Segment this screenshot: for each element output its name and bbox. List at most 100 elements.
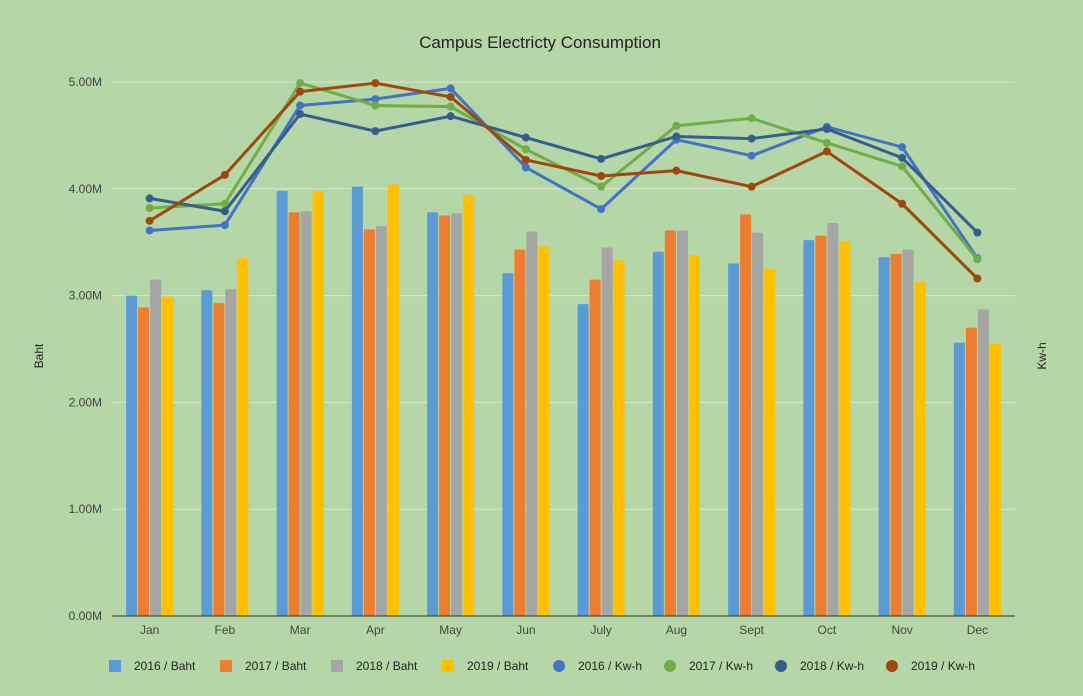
- y-tick-label: 0.00M: [69, 609, 102, 623]
- line-point: [446, 112, 455, 121]
- line-point: [747, 151, 756, 160]
- bar: [890, 253, 902, 616]
- bar: [312, 190, 324, 616]
- bar: [878, 257, 890, 616]
- x-tick-label: Feb: [215, 623, 236, 637]
- bar: [288, 212, 300, 616]
- x-tick-label: Nov: [891, 623, 912, 637]
- bar: [815, 235, 827, 617]
- y-axis-ticks: 0.00M 1.00M 2.00M 3.00M 4.00M 5.00M: [69, 75, 102, 623]
- line-point: [597, 182, 606, 191]
- x-tick-label: July: [590, 623, 611, 637]
- y-tick-label: 5.00M: [69, 75, 102, 89]
- bar: [664, 230, 676, 616]
- bar: [225, 289, 237, 616]
- line-point: [446, 84, 455, 93]
- bar: [162, 296, 174, 616]
- legend-label: 2018 / Kw-h: [800, 659, 864, 673]
- x-tick-label: Jan: [140, 623, 159, 637]
- legend-label: 2019 / Baht: [467, 659, 529, 673]
- bar: [451, 213, 463, 616]
- x-tick-label: Jun: [516, 623, 535, 637]
- y-axis-right-title: Kw-h: [1035, 342, 1049, 369]
- bar: [363, 229, 375, 616]
- y-tick-label: 4.00M: [69, 182, 102, 196]
- bar: [965, 327, 977, 616]
- line-point: [597, 154, 606, 163]
- line-point: [145, 194, 154, 203]
- bar: [150, 279, 162, 616]
- bar: [439, 215, 451, 616]
- line-point: [145, 226, 154, 235]
- bar: [300, 211, 312, 616]
- bar: [138, 307, 150, 616]
- bar: [514, 249, 526, 616]
- lines: [145, 79, 982, 283]
- line-point: [973, 274, 982, 283]
- bar: [953, 342, 965, 616]
- bar: [351, 186, 363, 616]
- line-point: [371, 79, 380, 88]
- line-point: [446, 92, 455, 101]
- legend-label: 2017 / Baht: [245, 659, 307, 673]
- legend-swatch: [220, 660, 232, 672]
- line-point: [521, 145, 530, 154]
- line-point: [296, 101, 305, 110]
- line-point: [521, 163, 530, 172]
- x-tick-label: Mar: [290, 623, 311, 637]
- series-line: [149, 112, 979, 234]
- line-point: [220, 207, 229, 216]
- line-point: [898, 153, 907, 162]
- bar: [752, 232, 764, 616]
- line-point: [747, 182, 756, 191]
- line-point: [672, 166, 681, 175]
- y-tick-label: 2.00M: [69, 395, 102, 409]
- bar: [740, 214, 752, 616]
- bars: [126, 184, 1001, 617]
- legend-swatch: [331, 660, 343, 672]
- bar: [601, 247, 613, 617]
- legend: 2016 / Baht 2017 / Baht 2018 / Baht 2019 / …: [109, 659, 975, 673]
- bar: [652, 251, 664, 616]
- bar: [764, 268, 776, 616]
- bar: [902, 249, 914, 616]
- bar: [375, 226, 387, 616]
- y-axis-left-title: Baht: [32, 343, 46, 368]
- line-point: [220, 199, 229, 208]
- line-point: [371, 95, 380, 104]
- line-point: [898, 143, 907, 152]
- legend-swatch: [664, 660, 676, 672]
- bar: [914, 281, 926, 616]
- bar: [526, 231, 538, 616]
- bar: [387, 184, 399, 616]
- y-tick-label: 1.00M: [69, 502, 102, 516]
- line-point: [145, 216, 154, 225]
- line-point: [371, 127, 380, 136]
- legend-swatch: [553, 660, 565, 672]
- line-point: [672, 132, 681, 141]
- bar: [989, 343, 1001, 616]
- bar: [201, 290, 213, 616]
- bar: [577, 304, 589, 616]
- line-point: [296, 87, 305, 96]
- bar: [502, 273, 514, 616]
- legend-label: 2019 / Kw-h: [911, 659, 975, 673]
- line-point: [672, 121, 681, 130]
- x-axis-ticks: Jan Feb Mar Apr May Jun July Aug Sept Oct Nov Dec: [140, 623, 988, 637]
- line-point: [898, 199, 907, 208]
- bar: [613, 260, 625, 616]
- y-tick-label: 3.00M: [69, 289, 102, 303]
- line-point: [973, 255, 982, 264]
- x-tick-label: May: [439, 623, 462, 637]
- x-tick-label: Aug: [666, 623, 687, 637]
- line-point: [521, 133, 530, 142]
- bar: [126, 295, 138, 616]
- line-point: [521, 155, 530, 164]
- series-line: [149, 86, 979, 260]
- bar: [827, 222, 839, 616]
- line-point: [597, 171, 606, 180]
- line-point: [822, 147, 831, 156]
- legend-swatch: [775, 660, 787, 672]
- legend-swatch: [886, 660, 898, 672]
